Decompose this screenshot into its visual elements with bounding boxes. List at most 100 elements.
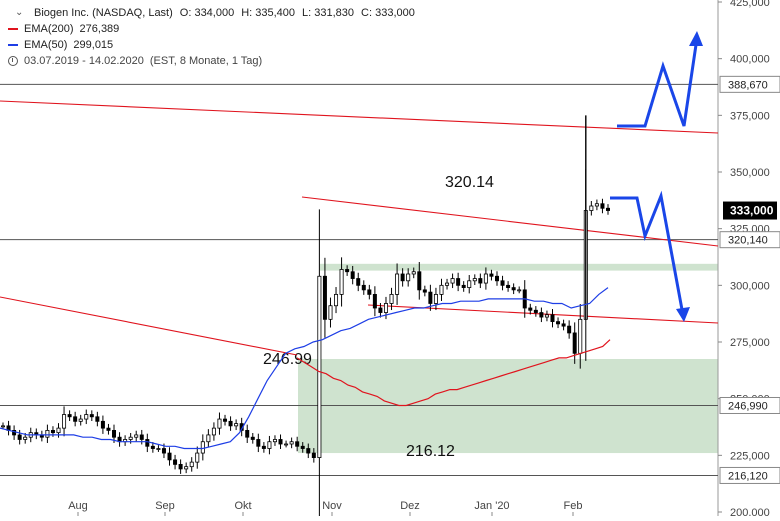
candle-body (450, 278, 455, 284)
ema50-label: EMA(50) (24, 39, 68, 51)
candle-body (572, 332, 577, 354)
candle-body (345, 269, 350, 273)
level-tag-label: 320,140 (728, 235, 768, 247)
scenario-arrows (610, 31, 703, 322)
candle-body (0, 425, 6, 428)
candle-body (411, 271, 416, 275)
candle-body (78, 418, 83, 422)
candle-body (395, 273, 400, 295)
candle-body (306, 448, 311, 454)
range-detail: (EST, 8 Monate, 1 Tag) (149, 55, 263, 67)
candle-body (67, 414, 72, 418)
candle-body (178, 463, 183, 470)
x-tick-label: Nov (322, 500, 342, 512)
trend-line (0, 100, 719, 134)
candle-body (439, 284, 444, 295)
candle-body (211, 427, 216, 436)
level-tag-box (719, 396, 780, 414)
candle-body (17, 434, 22, 440)
ema200-value: 276,389 (79, 23, 120, 35)
candle-body (328, 305, 333, 320)
bearish-arrowhead-icon (676, 307, 690, 322)
candle-body (84, 414, 89, 420)
candle-body (106, 427, 111, 431)
trend-line (301, 196, 719, 247)
candle-body (456, 278, 461, 286)
bullish-arrow-line (617, 37, 699, 128)
candle-body (217, 418, 222, 429)
candle-body (378, 307, 383, 313)
y-tick-label: 200,000 (730, 507, 770, 516)
candle-body (500, 280, 505, 286)
y-tick-label: 300,000 (730, 280, 770, 292)
candle-body (223, 418, 228, 422)
candle-body (150, 445, 155, 449)
candle-body (578, 318, 583, 354)
candle-body (594, 203, 599, 207)
candle-body (184, 466, 189, 470)
candle-body (167, 452, 172, 461)
open-value: O: 334,000 (179, 7, 235, 19)
candle-body (278, 439, 283, 445)
candle-body (600, 203, 605, 209)
ema200-line (296, 339, 611, 407)
y-tick-label: 225,000 (730, 450, 770, 462)
candle-body (245, 429, 250, 438)
candle-body (433, 293, 438, 304)
instrument-name: Biogen Inc. (NASDAQ, Last) (34, 7, 173, 19)
resistance-zone (320, 263, 718, 271)
candle-body (556, 321, 561, 325)
level-tag-box (719, 231, 780, 249)
candle-body (539, 312, 544, 318)
candle-body (284, 443, 289, 446)
candle-body (267, 441, 272, 449)
low-value: L: 331,830 (302, 7, 355, 19)
candle-body (89, 414, 94, 418)
candle-body (334, 293, 339, 307)
candle-body (56, 427, 61, 434)
level-tag-box (719, 466, 780, 484)
candle-body (356, 278, 361, 286)
candle-body (544, 314, 549, 318)
candle-body (206, 434, 211, 443)
candle-body (533, 309, 538, 313)
level-tag-label: 246,990 (728, 400, 768, 412)
x-axis-labels: Aug Sep Okt Nov Dez Jan '20 Feb (68, 500, 582, 516)
candle-body (261, 445, 266, 449)
candle-body (272, 439, 277, 443)
legend-ema50-row: EMA(50) 299,015 (8, 37, 415, 53)
x-tick-label: Dez (400, 500, 420, 512)
candle-body (73, 416, 78, 422)
candle-body (250, 436, 255, 440)
close-value: C: 333,000 (361, 7, 415, 19)
clock-icon (8, 56, 18, 66)
candle-body (494, 275, 499, 282)
candles (0, 115, 611, 521)
candle-body (406, 273, 411, 282)
candle-body (145, 439, 150, 447)
candle-body (467, 280, 472, 288)
candle-body (161, 448, 166, 454)
candle-body (156, 448, 161, 450)
candle-body (372, 293, 377, 309)
candle-body (461, 284, 466, 289)
candle-body (112, 429, 117, 438)
support-zone (298, 359, 718, 454)
candle-body (506, 284, 511, 289)
candle-body (339, 269, 344, 295)
candle-body (489, 273, 494, 277)
y-tick-label: 400,000 (730, 54, 770, 66)
y-tick-label: 350,000 (730, 167, 770, 179)
candle-body (95, 416, 100, 422)
high-value: H: 335,400 (241, 7, 296, 19)
collapse-chevron-icon[interactable]: ⌄ (15, 7, 24, 18)
candle-body (383, 303, 388, 313)
trend-line (0, 296, 298, 356)
x-tick-label: Aug (68, 500, 88, 512)
ema50-swatch (8, 44, 18, 46)
level-tag-label: 388,670 (728, 79, 768, 91)
candle-body (589, 205, 594, 211)
candle-body (517, 289, 522, 292)
